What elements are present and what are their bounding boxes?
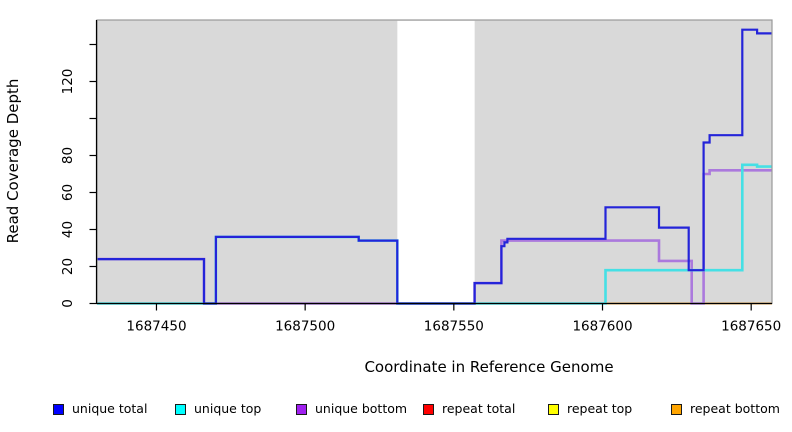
legend-label: repeat total <box>442 401 516 416</box>
y-tick-label: 40 <box>60 221 76 238</box>
series-line-unique-total <box>97 28 772 305</box>
legend-label: unique top <box>194 401 262 416</box>
legend-swatch-icon <box>548 403 559 415</box>
chart-legend: unique total unique top unique bottom repea… <box>0 400 792 420</box>
legend-swatch-icon <box>296 403 307 415</box>
y-tick-label: 0 <box>60 299 76 308</box>
legend-item-repeat-total: repeat total <box>423 400 515 418</box>
legend-swatch-icon <box>175 403 186 415</box>
no-data-band <box>397 20 475 304</box>
legend-label: repeat top <box>567 401 633 416</box>
legend-item-unique-bottom: unique bottom <box>296 400 407 418</box>
legend-swatch-icon <box>671 403 682 415</box>
y-tick-label: 20 <box>60 258 76 275</box>
y-axis-title: Read Coverage Depth <box>4 78 22 244</box>
legend-item-repeat-top: repeat top <box>548 400 632 418</box>
legend-item-repeat-bottom: repeat bottom <box>671 400 780 418</box>
x-tick-label: 1687550 <box>424 319 484 335</box>
x-tick-label: 1687600 <box>572 319 632 335</box>
x-axis-title: Coordinate in Reference Genome <box>364 358 614 376</box>
y-tick-label: 60 <box>60 184 76 201</box>
legend-item-unique-top: unique top <box>175 400 261 418</box>
legend-label: unique total <box>72 401 148 416</box>
x-tick-label: 1687450 <box>126 319 186 335</box>
y-tick-label: 120 <box>60 69 76 95</box>
legend-label: unique bottom <box>315 401 408 416</box>
legend-swatch-icon <box>423 403 434 415</box>
legend-swatch-icon <box>53 403 64 415</box>
y-tick-label: 80 <box>60 147 76 164</box>
legend-item-unique-total: unique total <box>53 400 147 418</box>
legend-label: repeat bottom <box>690 401 780 416</box>
x-tick-label: 1687500 <box>275 319 335 335</box>
x-axis-title-wrap: Coordinate in Reference Genome <box>54 358 792 376</box>
x-tick-label: 1687650 <box>721 319 781 335</box>
